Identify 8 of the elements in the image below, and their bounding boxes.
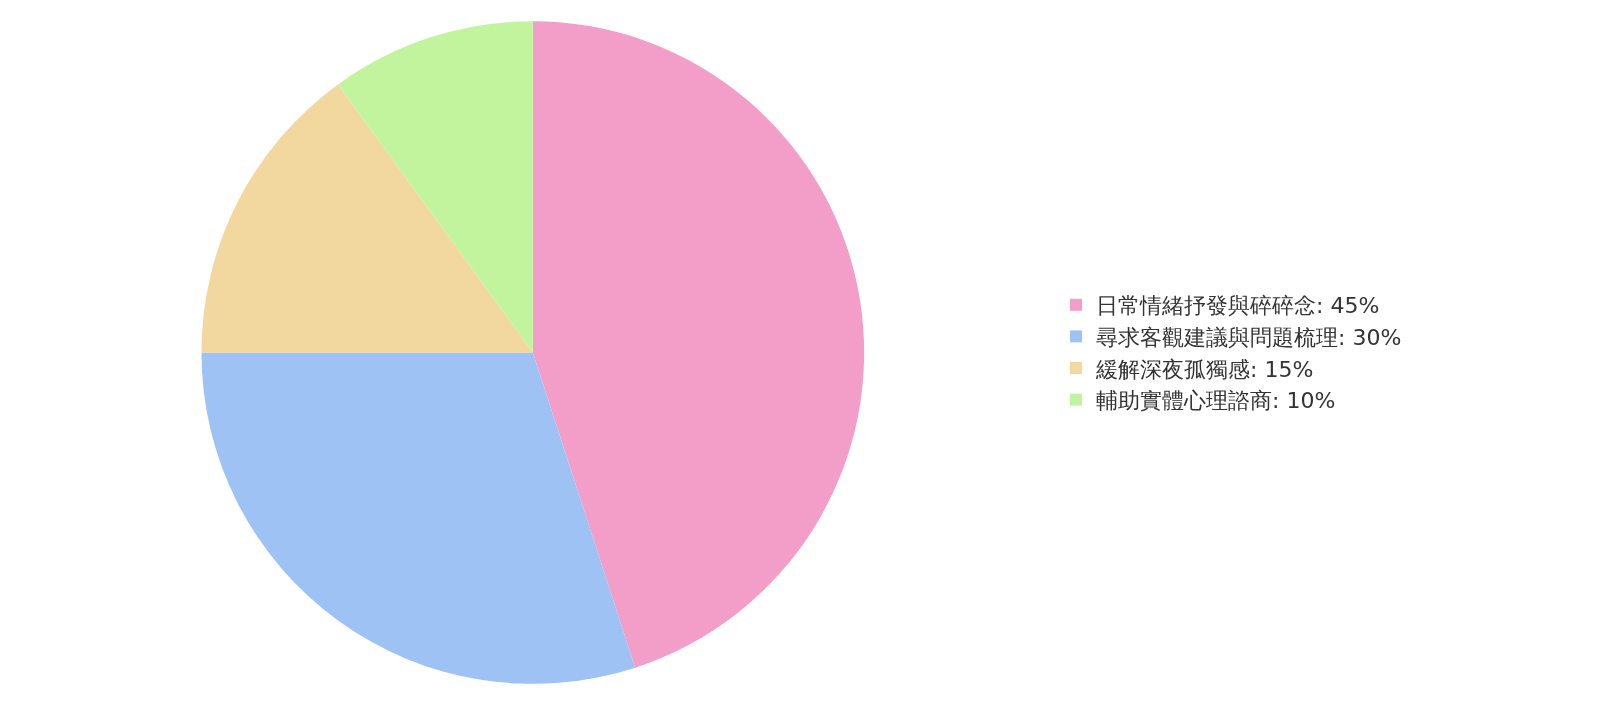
pie-slice [201,352,636,684]
legend-label: 日常情緒抒發與碎碎念: 45% [1096,293,1380,319]
legend-label: 尋求客觀建議與問題梳理: 30% [1096,324,1402,350]
pie-slice [532,21,865,668]
legend-label: 輔助實體心理諮商: 10% [1096,388,1336,414]
legend-label: 緩解深夜孤獨感: 15% [1095,356,1314,382]
pie-slice [338,21,533,353]
pie-slice [201,84,533,353]
